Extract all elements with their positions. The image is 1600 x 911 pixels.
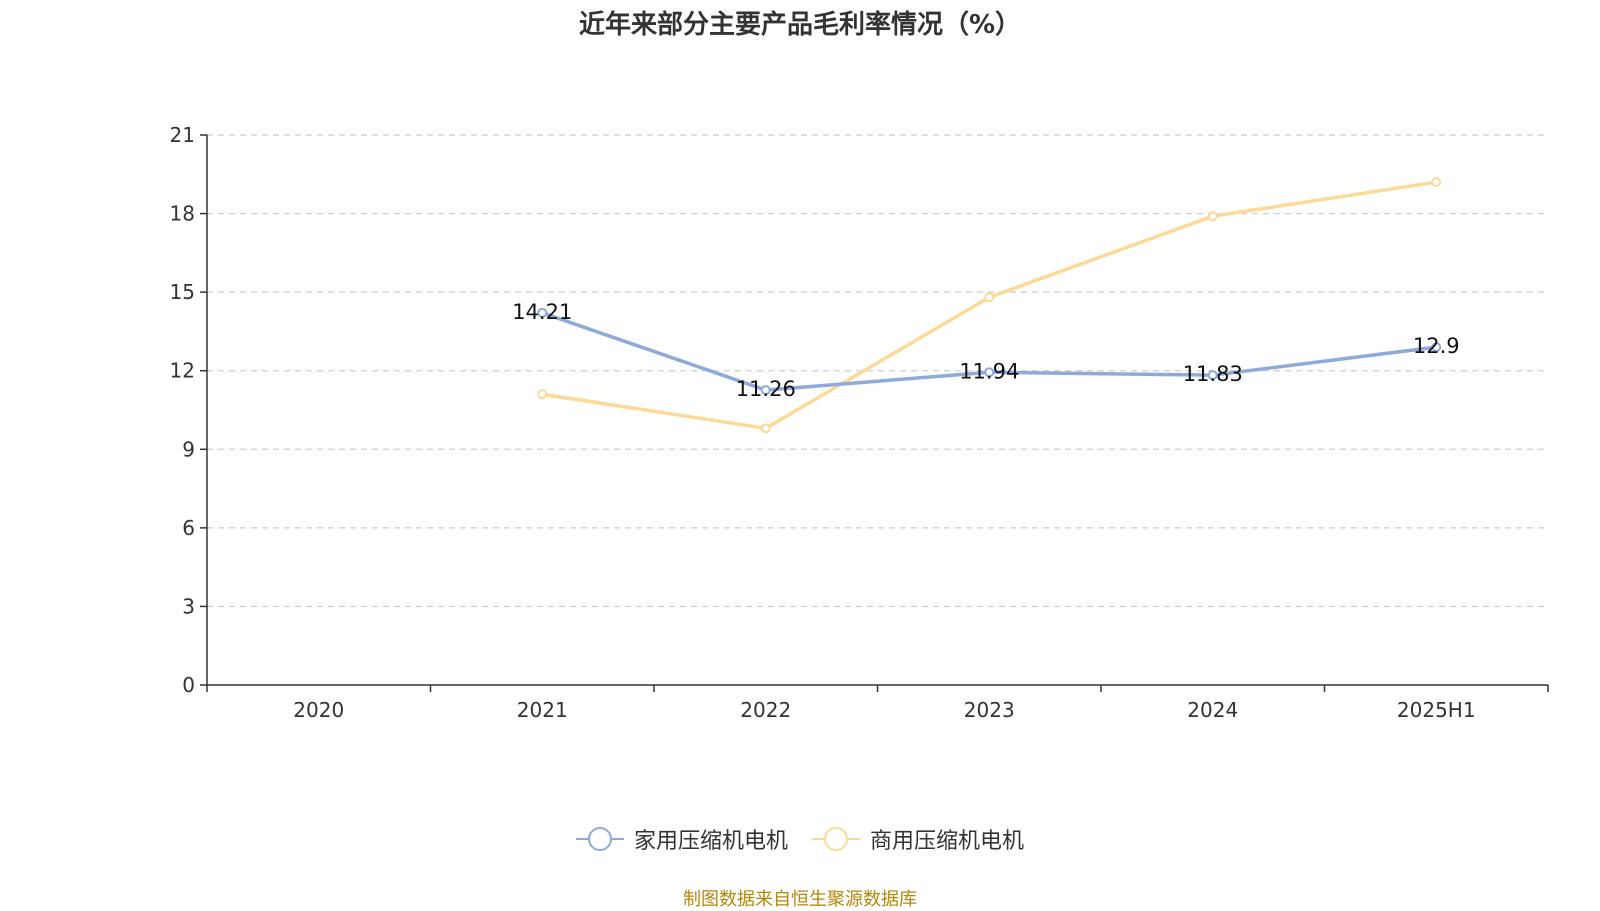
legend-label-household: 家用压缩机电机 bbox=[633, 829, 788, 854]
data-label-0: 12.9 bbox=[1413, 334, 1460, 358]
gridlines bbox=[207, 134, 1548, 608]
data-point-1 bbox=[1431, 177, 1442, 188]
source-note: 制图数据来自恒生聚源数据库 bbox=[683, 889, 917, 910]
chart-title: 近年来部分主要产品毛利率情况（%） bbox=[578, 10, 1022, 40]
data-point-1 bbox=[760, 423, 771, 434]
x-tick-label: 2021 bbox=[517, 698, 568, 722]
y-tick-label: 15 bbox=[170, 280, 195, 304]
x-tick-label: 2023 bbox=[964, 698, 1015, 722]
axes: 0 3 6 9 12 15 18 21 2020 2021 2022 2023 2024 2025H1 bbox=[170, 123, 1549, 722]
data-label-0: 11.94 bbox=[959, 359, 1019, 383]
legend-item-household[interactable]: 家用压缩机电机 bbox=[575, 823, 788, 855]
data-point-0 bbox=[1207, 370, 1218, 381]
y-tick-label: 18 bbox=[170, 202, 195, 226]
data-label-0: 14.21 bbox=[512, 300, 572, 324]
data-point-0 bbox=[1431, 342, 1442, 353]
legend-swatch-commercial bbox=[812, 827, 860, 851]
data-label-0: 11.83 bbox=[1183, 362, 1243, 386]
data-point-0 bbox=[537, 307, 548, 318]
y-tick-label: 0 bbox=[182, 673, 195, 697]
data-point-0 bbox=[984, 367, 995, 378]
data-point-0 bbox=[760, 385, 771, 396]
legend-label-commercial: 商用压缩机电机 bbox=[870, 829, 1025, 854]
x-tick-label: 2022 bbox=[740, 698, 791, 722]
data-point-1 bbox=[537, 389, 548, 400]
x-tick-label: 2025H1 bbox=[1397, 698, 1476, 722]
data-point-1 bbox=[1207, 211, 1218, 222]
legend: 家用压缩机电机 商用压缩机电机 bbox=[0, 823, 1600, 855]
legend-item-commercial[interactable]: 商用压缩机电机 bbox=[812, 823, 1024, 855]
x-tick-label: 2020 bbox=[293, 698, 344, 722]
legend-swatch-household bbox=[575, 827, 624, 851]
data-point-1 bbox=[984, 292, 995, 303]
x-tick-label: 2024 bbox=[1187, 698, 1238, 722]
y-tick-label: 12 bbox=[170, 359, 195, 383]
y-tick-label: 6 bbox=[182, 516, 195, 540]
series-line-1 bbox=[541, 180, 1437, 431]
y-tick-label: 3 bbox=[182, 594, 195, 618]
series-lines bbox=[537, 177, 1442, 434]
data-label-0: 11.26 bbox=[736, 377, 796, 401]
data-labels: 14.21 11.26 11.94 11.83 12.9 bbox=[512, 300, 1459, 401]
y-tick-label: 21 bbox=[170, 123, 195, 147]
y-tick-label: 9 bbox=[182, 437, 195, 461]
